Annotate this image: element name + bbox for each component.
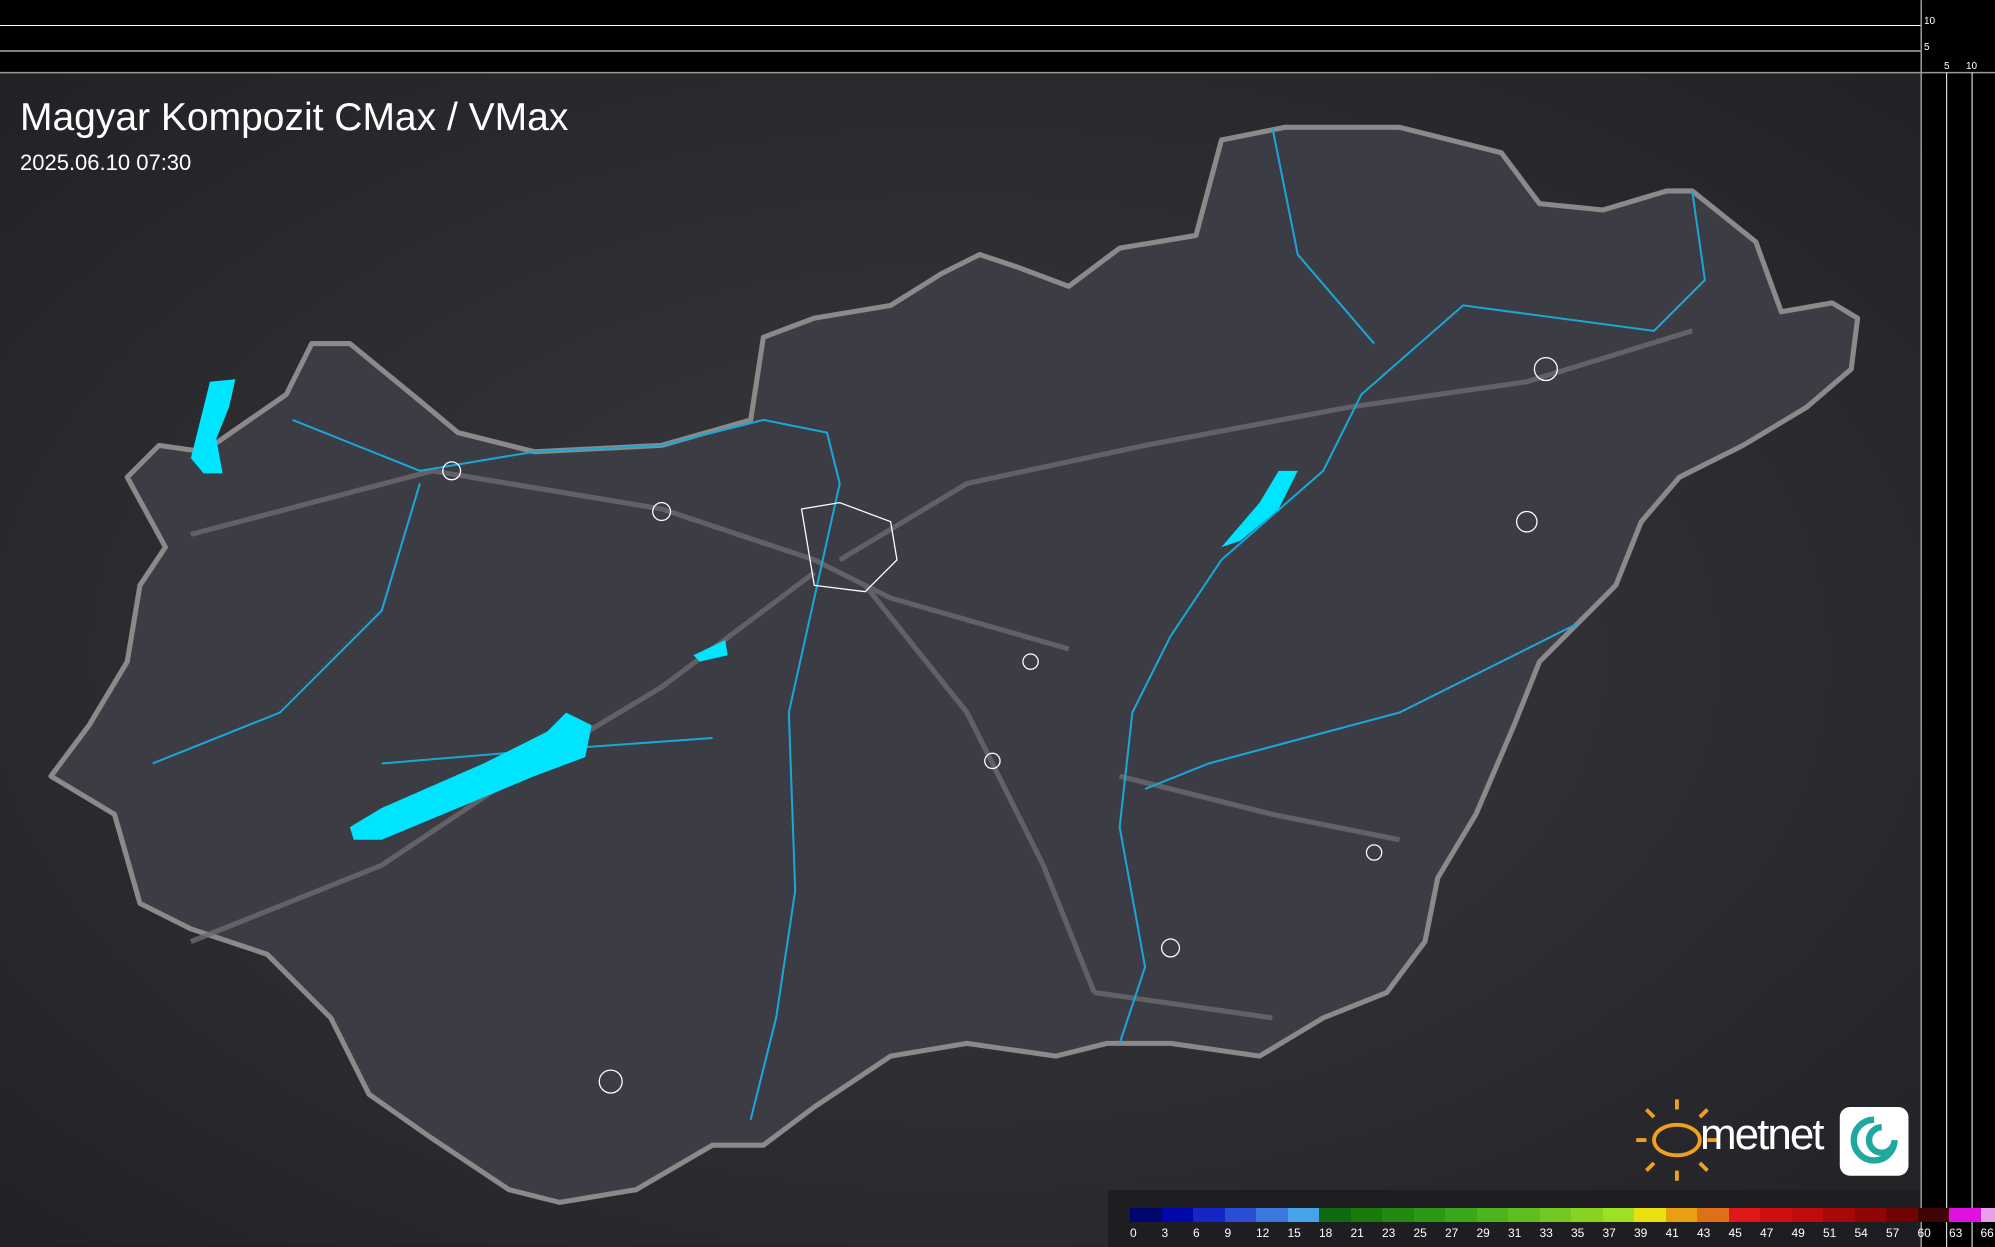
settlements	[442, 356, 1558, 1094]
legend-swatch	[1791, 1208, 1823, 1222]
metnet-logo-text: metnet	[1700, 1110, 1825, 1159]
legend-label: 37	[1602, 1226, 1616, 1240]
legend-swatch	[1130, 1208, 1162, 1222]
h-tick-5: 5	[1944, 61, 1950, 72]
legend-swatch	[1287, 1208, 1319, 1222]
legend-swatch	[1350, 1208, 1382, 1222]
legend-swatch	[1917, 1208, 1949, 1222]
legend-swatch	[1382, 1208, 1414, 1222]
swirl-icon	[1850, 1116, 1898, 1164]
legend-label: 33	[1539, 1226, 1553, 1240]
legend-label: 41	[1665, 1226, 1679, 1240]
legend-swatch	[1760, 1208, 1792, 1222]
legend-swatch	[1224, 1208, 1256, 1222]
legend-swatch	[1539, 1208, 1571, 1222]
legend-label: 49	[1791, 1226, 1805, 1240]
hungary-outline	[48, 124, 1861, 1205]
legend-label: 15	[1287, 1226, 1301, 1240]
legend-label: 35	[1571, 1226, 1585, 1240]
legend-label: 54	[1854, 1226, 1868, 1240]
right-profile-panel	[1921, 0, 1995, 1247]
legend-swatch	[1161, 1208, 1193, 1222]
metnet-sun-icon	[1636, 1099, 1718, 1181]
v-tick-10: 10	[1924, 16, 1936, 27]
v-tick-5: 5	[1924, 42, 1930, 53]
map-title: Magyar Kompozit CMax / VMax	[20, 96, 569, 139]
legend-swatch	[1634, 1208, 1666, 1222]
h-tick-10: 10	[1966, 61, 1978, 72]
lake-tisza	[1221, 470, 1298, 548]
legend-swatch	[1728, 1208, 1760, 1222]
legend-swatch	[1445, 1208, 1477, 1222]
legend-label: 45	[1728, 1226, 1742, 1240]
lakes	[190, 379, 1298, 840]
legend-label: 6	[1193, 1226, 1200, 1240]
legend-labels: 0 3 6 9 12 15 18 21 23 25 27 29 31 33 35 37 39 41 43 45 47 49…	[1130, 1226, 1995, 1240]
legend-swatch	[1980, 1208, 1995, 1222]
legend-swatch	[1823, 1208, 1855, 1222]
legend-label: 18	[1319, 1226, 1333, 1240]
legend-label: 0	[1130, 1226, 1137, 1240]
legend-color-bar	[1130, 1208, 1995, 1222]
legend-label: 57	[1886, 1226, 1900, 1240]
legend-label: 25	[1413, 1226, 1427, 1240]
legend-label: 39	[1634, 1226, 1648, 1240]
top-profile-panel	[0, 0, 1995, 73]
legend-swatch	[1854, 1208, 1886, 1222]
legend-label: 31	[1508, 1226, 1522, 1240]
lake-balaton	[349, 712, 592, 840]
legend-swatch	[1476, 1208, 1508, 1222]
legend-swatch	[1886, 1208, 1918, 1222]
lake-neusiedl	[190, 379, 236, 474]
legend-label: 27	[1445, 1226, 1459, 1240]
legend-label: 51	[1823, 1226, 1837, 1240]
legend-swatch	[1413, 1208, 1445, 1222]
legend-swatch	[1193, 1208, 1225, 1222]
legend-swatch	[1665, 1208, 1697, 1222]
legend-swatch	[1949, 1208, 1981, 1222]
legend-label: 47	[1760, 1226, 1774, 1240]
dbz-color-legend: 0 3 6 9 12 15 18 21 23 25 27 29 31 33 35 37 39 41 43 45 47 49…	[1108, 1190, 1995, 1247]
legend-swatch	[1602, 1208, 1634, 1222]
legend-label: 9	[1224, 1226, 1232, 1240]
roads	[189, 328, 1693, 1021]
legend-label: 23	[1382, 1226, 1396, 1240]
legend-label: 43	[1697, 1226, 1711, 1240]
legend-swatch	[1319, 1208, 1351, 1222]
legend-label: 60	[1917, 1226, 1931, 1240]
legend-label: 3	[1161, 1226, 1169, 1240]
legend-label: 66	[1980, 1226, 1994, 1240]
legend-swatch	[1508, 1208, 1540, 1222]
legend-swatch	[1571, 1208, 1603, 1222]
lake-velence	[693, 640, 728, 662]
map-timestamp: 2025.06.10 07:30	[20, 150, 192, 175]
legend-label: 21	[1350, 1226, 1364, 1240]
legend-swatch	[1697, 1208, 1729, 1222]
rivers	[152, 127, 1706, 1120]
legend-label: 12	[1256, 1226, 1270, 1240]
legend-label: 63	[1949, 1226, 1963, 1240]
legend-swatch	[1256, 1208, 1288, 1222]
legend-label: 29	[1476, 1226, 1490, 1240]
